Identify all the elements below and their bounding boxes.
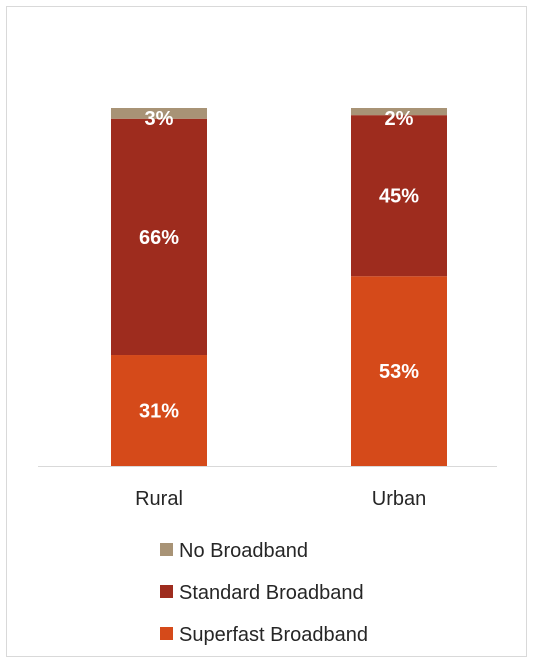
legend-label: No Broadband xyxy=(179,540,308,562)
legend-swatch xyxy=(160,543,173,556)
category-label: Rural xyxy=(135,488,183,510)
data-label: 3% xyxy=(145,108,174,130)
data-label: 31% xyxy=(139,401,179,423)
legend-label: Superfast Broadband xyxy=(179,624,368,646)
data-label: 45% xyxy=(379,186,419,208)
bar-segment xyxy=(111,355,207,466)
bar-segment xyxy=(351,276,447,466)
data-label: 2% xyxy=(385,108,414,130)
bar-segment xyxy=(111,118,207,356)
category-label: Urban xyxy=(372,488,426,510)
bar-segment xyxy=(351,108,447,116)
data-label: 66% xyxy=(139,227,179,249)
legend-swatch xyxy=(160,627,173,640)
data-label: 53% xyxy=(379,361,419,383)
legend-label: Standard Broadband xyxy=(179,582,364,604)
bar-segment xyxy=(351,115,447,277)
legend-swatch xyxy=(160,585,173,598)
bar-segment xyxy=(111,108,207,119)
